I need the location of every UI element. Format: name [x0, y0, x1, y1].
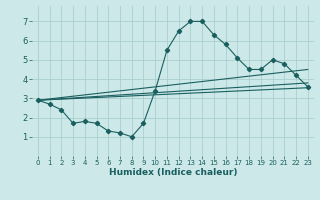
X-axis label: Humidex (Indice chaleur): Humidex (Indice chaleur)	[108, 168, 237, 177]
